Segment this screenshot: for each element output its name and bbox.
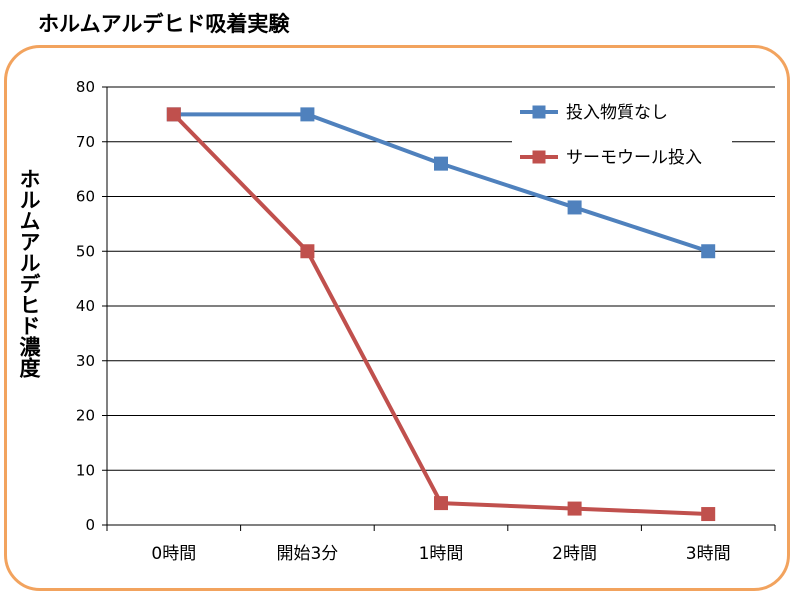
data-point (300, 107, 315, 122)
y-tick-label: 10 (76, 461, 95, 479)
data-point (434, 496, 448, 511)
legend-swatch-marker (532, 105, 546, 119)
x-tick-label: 1時間 (419, 544, 464, 564)
legend-label: 投入物質なし (566, 103, 668, 123)
y-tick-label: 40 (76, 297, 95, 315)
y-tick-label: 30 (76, 352, 95, 370)
x-tick-label: 2時間 (552, 544, 597, 564)
y-tick-label: 80 (76, 78, 95, 96)
chart-frame (4, 45, 790, 591)
y-tick-label: 50 (76, 242, 95, 260)
y-tick-label: 60 (76, 188, 95, 206)
y-tick-label: 0 (85, 516, 95, 534)
legend-swatch-marker (532, 150, 546, 164)
legend-box (512, 95, 732, 177)
data-point (434, 156, 448, 171)
x-tick-label: 開始3分 (276, 544, 338, 564)
data-point (567, 501, 582, 516)
page-title: ホルムアルデヒド吸着実験 (38, 12, 290, 36)
y-tick-label: 70 (76, 133, 95, 151)
data-point (701, 244, 716, 259)
data-point (567, 200, 582, 215)
x-tick-label: 0時間 (151, 544, 196, 564)
data-point (300, 244, 315, 259)
data-point (166, 107, 181, 122)
data-point (701, 507, 716, 522)
x-tick-label: 3時間 (686, 544, 731, 564)
y-tick-label: 20 (76, 407, 95, 425)
y-axis-label: ホルムアルデヒド濃度 (17, 168, 41, 378)
legend-label: サーモウール投入 (566, 148, 702, 168)
